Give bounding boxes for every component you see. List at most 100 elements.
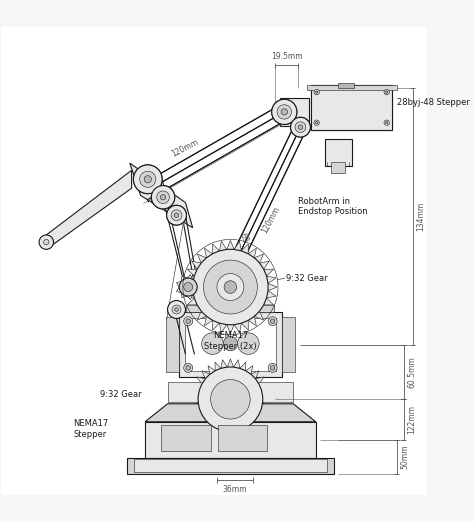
Circle shape xyxy=(193,250,268,325)
Bar xyxy=(127,458,334,474)
Text: 60.5mm: 60.5mm xyxy=(407,357,416,388)
Circle shape xyxy=(277,105,292,119)
Circle shape xyxy=(174,213,179,218)
Circle shape xyxy=(171,210,182,221)
Circle shape xyxy=(140,171,156,187)
Circle shape xyxy=(277,105,292,119)
Circle shape xyxy=(291,117,310,137)
Bar xyxy=(310,82,394,133)
Circle shape xyxy=(144,176,151,183)
Circle shape xyxy=(217,274,244,301)
Circle shape xyxy=(384,120,389,125)
Text: 122mm: 122mm xyxy=(407,405,416,434)
Bar xyxy=(218,425,267,450)
Circle shape xyxy=(224,281,237,293)
Circle shape xyxy=(270,319,275,324)
Bar xyxy=(134,459,327,472)
Circle shape xyxy=(268,317,277,326)
Circle shape xyxy=(186,365,191,370)
Bar xyxy=(186,305,274,312)
Circle shape xyxy=(281,109,287,115)
Circle shape xyxy=(203,260,257,314)
Polygon shape xyxy=(130,163,193,228)
Circle shape xyxy=(295,122,306,133)
Circle shape xyxy=(157,191,169,204)
Polygon shape xyxy=(145,404,316,422)
Circle shape xyxy=(160,195,166,200)
Text: 50mm: 50mm xyxy=(400,445,409,469)
Circle shape xyxy=(295,122,306,133)
Circle shape xyxy=(184,282,193,291)
Circle shape xyxy=(133,165,162,194)
Bar xyxy=(179,312,282,377)
Circle shape xyxy=(133,165,162,194)
Text: NEMA17
Stepper (2x): NEMA17 Stepper (2x) xyxy=(204,331,257,351)
Circle shape xyxy=(314,120,319,125)
Circle shape xyxy=(175,307,178,311)
Circle shape xyxy=(237,333,259,354)
Polygon shape xyxy=(176,275,201,300)
Circle shape xyxy=(140,171,156,187)
Circle shape xyxy=(167,205,186,225)
Circle shape xyxy=(210,379,250,419)
Circle shape xyxy=(174,213,179,218)
Text: 41: 41 xyxy=(222,255,233,266)
Circle shape xyxy=(386,122,388,124)
Text: 19.5mm: 19.5mm xyxy=(271,52,302,61)
Text: 9:32 Gear: 9:32 Gear xyxy=(100,390,142,399)
Polygon shape xyxy=(282,317,295,372)
Circle shape xyxy=(316,91,318,93)
Circle shape xyxy=(198,367,263,432)
Bar xyxy=(145,422,316,458)
Circle shape xyxy=(186,319,191,324)
Text: 28byj-48 Stepper: 28byj-48 Stepper xyxy=(397,99,469,108)
Bar xyxy=(184,317,276,372)
Circle shape xyxy=(384,89,389,95)
Circle shape xyxy=(298,125,303,129)
Circle shape xyxy=(167,301,185,318)
Polygon shape xyxy=(184,240,277,334)
Bar xyxy=(338,83,355,88)
Polygon shape xyxy=(138,183,149,202)
Circle shape xyxy=(201,333,223,354)
Text: 69: 69 xyxy=(238,232,250,244)
Polygon shape xyxy=(280,98,310,126)
Circle shape xyxy=(314,89,319,95)
Text: 120mm: 120mm xyxy=(260,205,282,235)
Circle shape xyxy=(172,305,181,314)
Circle shape xyxy=(184,363,193,372)
Circle shape xyxy=(316,122,318,124)
Circle shape xyxy=(167,205,186,225)
Bar xyxy=(167,382,293,402)
Circle shape xyxy=(171,210,182,221)
Text: NEMA17
Stepper: NEMA17 Stepper xyxy=(73,419,109,438)
Text: RobotArm in
Endstop Position: RobotArm in Endstop Position xyxy=(298,196,367,216)
Bar xyxy=(331,162,346,173)
Polygon shape xyxy=(215,124,307,294)
Circle shape xyxy=(272,99,297,124)
Circle shape xyxy=(298,125,303,129)
Polygon shape xyxy=(166,317,179,372)
Circle shape xyxy=(151,185,175,209)
Circle shape xyxy=(39,235,54,250)
Polygon shape xyxy=(139,104,289,200)
Bar xyxy=(325,139,352,166)
Circle shape xyxy=(291,117,310,137)
Circle shape xyxy=(386,91,388,93)
Bar xyxy=(307,85,397,90)
Circle shape xyxy=(223,337,237,351)
Text: 134mm: 134mm xyxy=(416,201,425,231)
Bar xyxy=(311,85,392,130)
Circle shape xyxy=(157,191,169,204)
Text: 9:32 Gear: 9:32 Gear xyxy=(286,274,328,282)
Bar xyxy=(161,425,210,450)
Circle shape xyxy=(151,185,175,209)
Bar xyxy=(311,85,392,130)
Polygon shape xyxy=(42,170,132,250)
Circle shape xyxy=(184,317,193,326)
Circle shape xyxy=(160,195,166,200)
Circle shape xyxy=(268,363,277,372)
Circle shape xyxy=(272,99,297,124)
Text: 120mm: 120mm xyxy=(171,137,201,159)
Circle shape xyxy=(281,109,287,115)
